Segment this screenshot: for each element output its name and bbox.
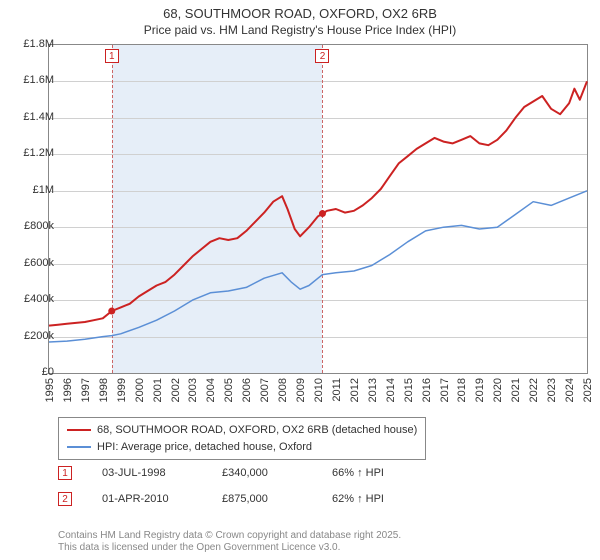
marker-label: 2 (315, 49, 329, 63)
plot-area: 12 (48, 44, 588, 374)
x-tick-label: 2003 (187, 378, 199, 402)
x-tick-label: 1996 (62, 378, 74, 402)
x-tick-label: 2008 (277, 378, 289, 402)
x-tick-label: 2025 (582, 378, 594, 402)
x-tick-label: 1997 (80, 378, 92, 402)
x-tick-label: 2005 (223, 378, 235, 402)
x-tick-label: 2004 (205, 378, 217, 402)
sale-row-2: 2 01-APR-2010 £875,000 62% ↑ HPI (58, 492, 384, 506)
y-tick-label: £400k (10, 293, 54, 305)
x-tick-label: 2000 (134, 378, 146, 402)
y-tick-label: £0 (10, 366, 54, 378)
sale-date: 03-JUL-1998 (102, 467, 192, 479)
sale-row-1: 1 03-JUL-1998 £340,000 66% ↑ HPI (58, 466, 384, 480)
footer-attribution: Contains HM Land Registry data © Crown c… (58, 530, 401, 554)
series-line-hpi (49, 191, 587, 342)
x-tick-label: 2014 (385, 378, 397, 402)
x-tick-label: 2017 (439, 378, 451, 402)
sale-pct: 62% ↑ HPI (332, 493, 384, 505)
x-tick-label: 2013 (367, 378, 379, 402)
x-tick-label: 2016 (421, 378, 433, 402)
legend-label: 68, SOUTHMOOR ROAD, OXFORD, OX2 6RB (det… (97, 422, 417, 439)
x-tick-label: 2024 (564, 378, 576, 402)
x-tick-label: 2010 (313, 378, 325, 402)
x-tick-label: 2006 (241, 378, 253, 402)
x-tick-label: 2015 (403, 378, 415, 402)
x-tick-label: 1995 (44, 378, 56, 402)
x-tick-label: 2018 (456, 378, 468, 402)
sale-price: £340,000 (222, 467, 302, 479)
x-tick-label: 2001 (152, 378, 164, 402)
series-line-price_paid (49, 81, 587, 325)
chart-container: 68, SOUTHMOOR ROAD, OXFORD, OX2 6RB Pric… (0, 0, 600, 560)
y-tick-label: £200k (10, 330, 54, 342)
y-tick-label: £1.8M (10, 38, 54, 50)
marker-label: 1 (105, 49, 119, 63)
chart-subtitle: Price paid vs. HM Land Registry's House … (0, 23, 600, 37)
legend-swatch (67, 446, 91, 448)
x-tick-label: 2011 (331, 378, 343, 402)
y-tick-label: £600k (10, 257, 54, 269)
sale-price: £875,000 (222, 493, 302, 505)
y-tick-label: £800k (10, 220, 54, 232)
x-tick-label: 2007 (259, 378, 271, 402)
x-tick-label: 1999 (116, 378, 128, 402)
line-series (49, 45, 587, 373)
legend-item-price: 68, SOUTHMOOR ROAD, OXFORD, OX2 6RB (det… (67, 422, 417, 439)
y-tick-label: £1M (10, 184, 54, 196)
y-tick-label: £1.2M (10, 147, 54, 159)
legend-label: HPI: Average price, detached house, Oxfo… (97, 439, 312, 456)
legend-item-hpi: HPI: Average price, detached house, Oxfo… (67, 439, 417, 456)
legend-swatch (67, 429, 91, 431)
x-tick-label: 2019 (474, 378, 486, 402)
x-tick-label: 2021 (510, 378, 522, 402)
x-tick-label: 2023 (546, 378, 558, 402)
y-tick-label: £1.4M (10, 111, 54, 123)
x-tick-label: 2012 (349, 378, 361, 402)
x-tick-label: 2009 (295, 378, 307, 402)
sale-date: 01-APR-2010 (102, 493, 192, 505)
sale-pct: 66% ↑ HPI (332, 467, 384, 479)
sale-marker-icon: 2 (58, 492, 72, 506)
chart-title: 68, SOUTHMOOR ROAD, OXFORD, OX2 6RB (0, 0, 600, 23)
legend: 68, SOUTHMOOR ROAD, OXFORD, OX2 6RB (det… (58, 417, 426, 460)
x-tick-label: 1998 (98, 378, 110, 402)
x-tick-label: 2020 (492, 378, 504, 402)
x-tick-label: 2002 (170, 378, 182, 402)
sale-marker-icon: 1 (58, 466, 72, 480)
y-tick-label: £1.6M (10, 74, 54, 86)
x-tick-label: 2022 (528, 378, 540, 402)
